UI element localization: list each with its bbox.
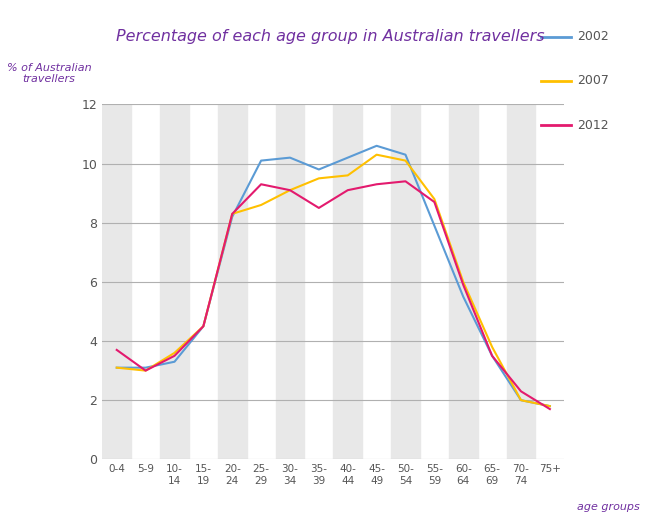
Text: 2012: 2012 xyxy=(578,119,609,132)
Text: Percentage of each age group in Australian travellers: Percentage of each age group in Australi… xyxy=(115,29,544,44)
2012 xyxy=(228,211,236,217)
2007 xyxy=(488,344,496,350)
2002 xyxy=(199,323,207,329)
2012 xyxy=(488,353,496,359)
2012 xyxy=(344,187,352,193)
2007 xyxy=(344,172,352,179)
Bar xyxy=(218,104,247,459)
2012 xyxy=(401,178,409,184)
Text: 2002: 2002 xyxy=(578,30,609,43)
2007 xyxy=(286,187,294,193)
2007 xyxy=(228,211,236,217)
Line: 2012: 2012 xyxy=(117,181,550,409)
2007 xyxy=(517,397,525,404)
2002 xyxy=(286,155,294,161)
2012 xyxy=(546,406,554,412)
2012 xyxy=(430,199,438,205)
Bar xyxy=(333,104,362,459)
2002 xyxy=(546,403,554,409)
2012 xyxy=(257,181,265,187)
2007 xyxy=(373,151,381,158)
2002 xyxy=(170,359,178,365)
2002 xyxy=(401,151,409,158)
2012 xyxy=(315,205,323,211)
2002 xyxy=(459,293,467,300)
2002 xyxy=(228,213,236,220)
Bar xyxy=(507,104,535,459)
2002 xyxy=(344,155,352,161)
2007 xyxy=(257,202,265,208)
2012 xyxy=(113,347,121,353)
2002 xyxy=(430,222,438,229)
2007 xyxy=(459,279,467,285)
2007 xyxy=(430,196,438,202)
2012 xyxy=(517,388,525,395)
Text: % of Australian
travellers: % of Australian travellers xyxy=(7,63,91,84)
2007 xyxy=(113,364,121,371)
Text: 2007: 2007 xyxy=(578,75,609,87)
2002 xyxy=(142,364,150,371)
2012 xyxy=(286,187,294,193)
2007 xyxy=(401,158,409,164)
2007 xyxy=(199,323,207,329)
2012 xyxy=(373,181,381,187)
2007 xyxy=(142,367,150,374)
2002 xyxy=(257,158,265,164)
2012 xyxy=(459,282,467,288)
Line: 2007: 2007 xyxy=(117,155,550,406)
2007 xyxy=(170,350,178,356)
2002 xyxy=(517,397,525,404)
2012 xyxy=(199,323,207,329)
2002 xyxy=(488,353,496,359)
2002 xyxy=(113,364,121,371)
2002 xyxy=(315,167,323,173)
2007 xyxy=(315,175,323,182)
Bar xyxy=(275,104,304,459)
2002 xyxy=(373,143,381,149)
Bar xyxy=(449,104,478,459)
Bar xyxy=(160,104,189,459)
2012 xyxy=(170,353,178,359)
Line: 2002: 2002 xyxy=(117,146,550,406)
Text: age groups: age groups xyxy=(578,502,640,512)
Bar xyxy=(391,104,420,459)
Bar xyxy=(102,104,131,459)
2007 xyxy=(546,403,554,409)
2012 xyxy=(142,367,150,374)
